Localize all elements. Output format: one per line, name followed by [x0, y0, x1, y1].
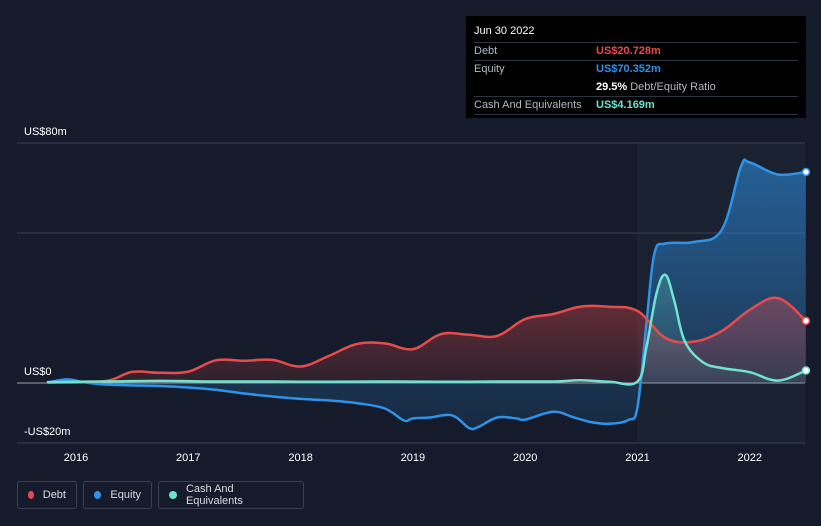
tooltip-cash-label: Cash And Equivalents — [474, 99, 582, 111]
equity-line — [46, 158, 808, 431]
equity-area — [47, 159, 806, 430]
tooltip-debt-label: Debt — [474, 45, 498, 57]
debt-dot-icon — [28, 491, 34, 499]
x-tick-label: 2016 — [64, 452, 88, 464]
equity-endpoint — [801, 167, 811, 177]
tooltip-equity-label: Equity — [474, 63, 505, 75]
y-axis-labels: US$80m US$0 -US$20m — [24, 126, 70, 438]
x-tick-label: 2020 — [513, 452, 537, 464]
x-tick-label: 2019 — [401, 452, 425, 464]
tooltip-ratio-label: Debt/Equity Ratio — [630, 81, 716, 93]
y-tick-label: -US$20m — [24, 426, 70, 438]
tooltip-date: Jun 30 2022 — [474, 25, 535, 37]
cash-line — [46, 273, 808, 386]
series-lines — [46, 158, 808, 431]
legend-item-debt[interactable]: Debt — [17, 481, 77, 509]
debt-endpoint — [801, 316, 811, 326]
cash-dot-icon — [169, 491, 177, 499]
legend-cash-label: Cash And Equivalents — [185, 483, 243, 507]
tooltip-row-ratio: 29.5% Debt/Equity Ratio — [474, 78, 798, 96]
cash-endpoint — [801, 366, 811, 375]
series-endpoints — [801, 167, 811, 375]
x-tick-label: 2022 — [738, 452, 762, 464]
tooltip-row-equity: Equity US$70.352m — [474, 60, 798, 78]
tooltip-equity-value: US$70.352m — [596, 63, 661, 75]
x-tick-label: 2018 — [288, 452, 312, 464]
tooltip-row-debt: Debt US$20.728m — [474, 42, 798, 60]
legend-debt-label: Debt — [42, 489, 66, 501]
tooltip-panel: Jun 30 2022 Debt US$20.728m Equity US$70… — [466, 16, 806, 118]
legend-item-cash[interactable]: Cash And Equivalents — [158, 481, 304, 509]
tooltip-cash-value: US$4.169m — [596, 99, 655, 111]
y-tick-label: US$80m — [24, 126, 67, 138]
tooltip-ratio-value: 29.5% — [596, 81, 628, 93]
tooltip-row-cash: Cash And Equivalents US$4.169m — [474, 96, 798, 115]
tooltip-debt-value: US$20.728m — [596, 45, 661, 57]
y-tick-label: US$0 — [24, 366, 52, 378]
x-axis-labels: 2016 2017 2018 2019 2020 2021 2022 — [64, 452, 762, 464]
legend-item-equity[interactable]: Equity — [83, 481, 152, 509]
equity-dot-icon — [94, 491, 102, 499]
legend-equity-label: Equity — [110, 489, 141, 501]
x-tick-label: 2021 — [625, 452, 649, 464]
x-tick-label: 2017 — [176, 452, 200, 464]
